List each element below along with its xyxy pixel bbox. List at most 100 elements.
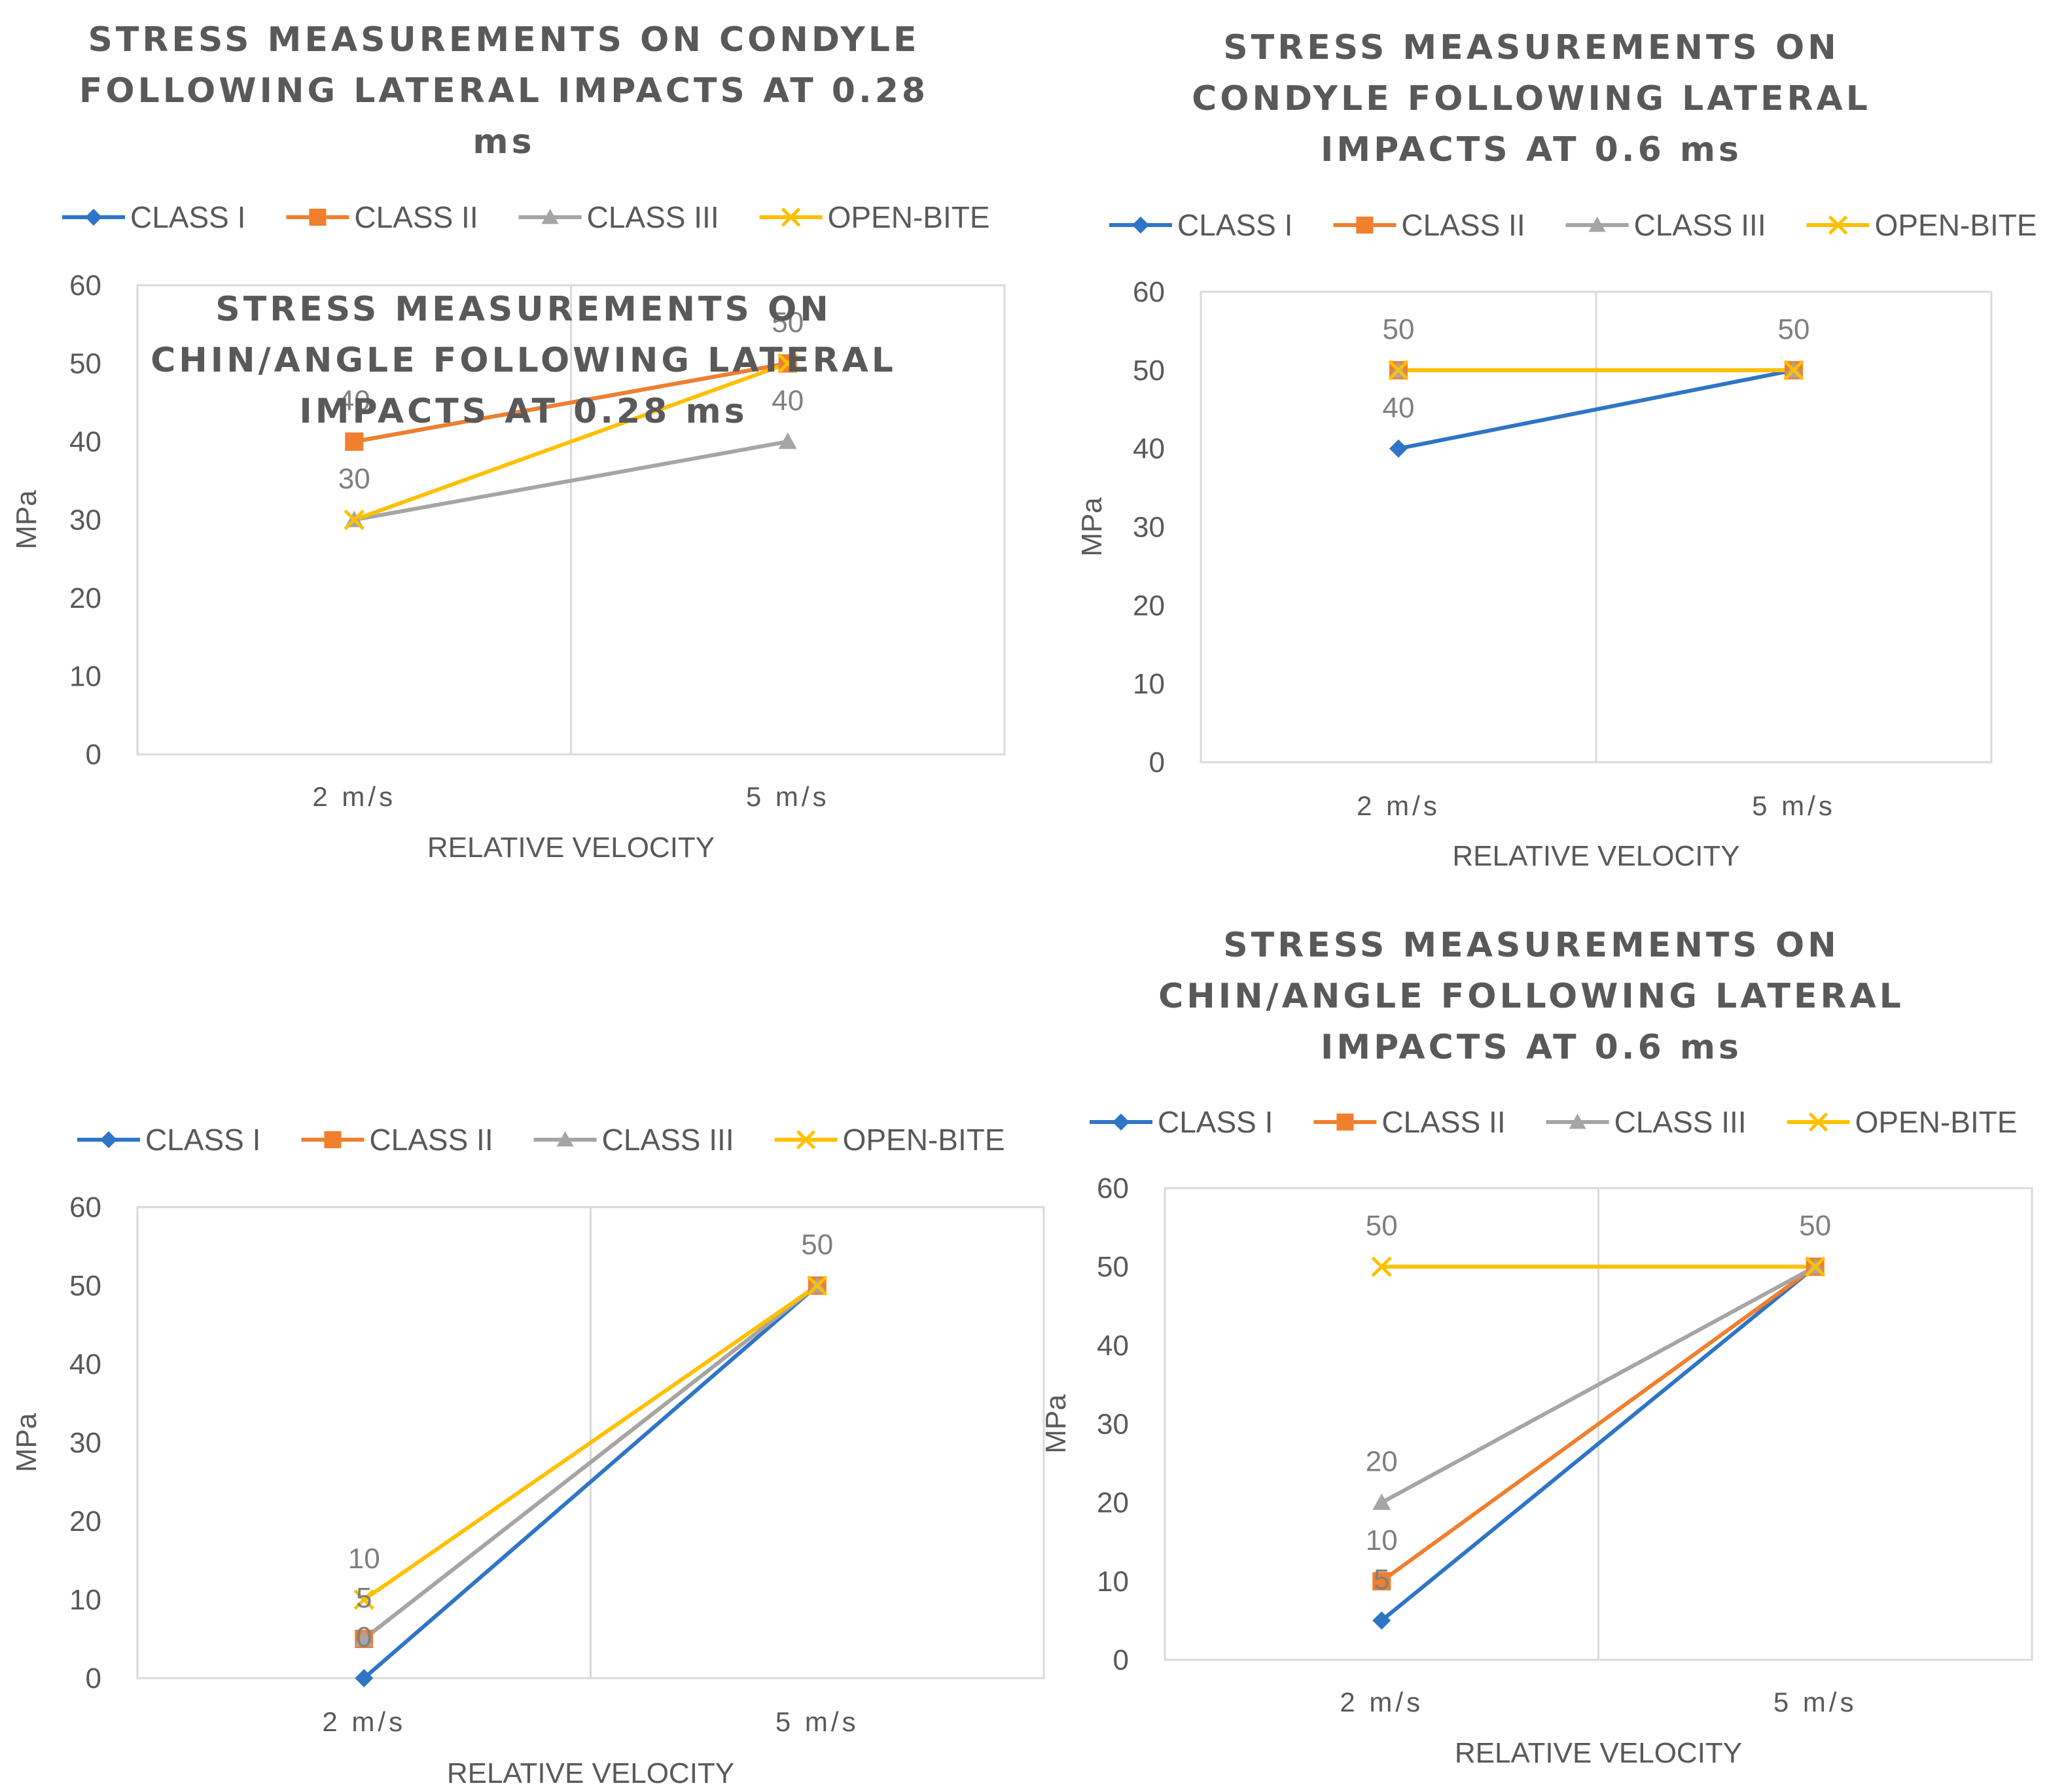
data-label: 10 bbox=[348, 1543, 380, 1575]
series-line-class-iii bbox=[353, 440, 789, 522]
legend-marker-icon bbox=[324, 1131, 342, 1148]
legend-entry: CLASS I bbox=[1109, 208, 1292, 242]
y-tick-label: 30 bbox=[69, 1427, 101, 1459]
data-label: 50 bbox=[1778, 313, 1810, 345]
chart-title-line: ms bbox=[472, 122, 535, 162]
data-point-marker bbox=[806, 1275, 828, 1296]
chart-title-line: STRESS MEASUREMENTS ON bbox=[1223, 926, 1839, 965]
legend-label: OPEN-BITE bbox=[1855, 1105, 2018, 1139]
legend-entry: OPEN-BITE bbox=[1787, 1105, 2018, 1139]
data-point-marker bbox=[355, 1630, 374, 1647]
data-point-marker bbox=[1804, 1256, 1826, 1277]
legend-label: CLASS III bbox=[1634, 208, 1766, 242]
legend-marker-icon bbox=[100, 1131, 117, 1148]
legend-entry: OPEN-BITE bbox=[1806, 208, 2037, 242]
series-line-class-iii bbox=[1380, 1265, 1817, 1505]
x-tick-label: 2 m/s bbox=[322, 1706, 406, 1737]
x-tick-label: 5 m/s bbox=[746, 781, 830, 812]
legend-marker-icon bbox=[541, 209, 559, 224]
legend-label: CLASS II bbox=[1381, 1105, 1505, 1139]
y-tick-label: 0 bbox=[1113, 1644, 1129, 1676]
legend-marker-icon bbox=[781, 207, 801, 227]
data-label: 5 bbox=[356, 1582, 372, 1614]
legend-entry: CLASS III bbox=[1546, 1105, 1747, 1139]
y-tick-label: 0 bbox=[86, 739, 101, 771]
y-tick-label: 50 bbox=[69, 1270, 101, 1302]
chart-title-line: STRESS MEASUREMENTS ON bbox=[1223, 28, 1839, 67]
legend-entry: CLASS II bbox=[1313, 1105, 1506, 1139]
legend-marker-icon bbox=[1336, 1114, 1354, 1131]
y-tick-label: 20 bbox=[1097, 1487, 1129, 1519]
y-tick-label: 60 bbox=[1097, 1172, 1129, 1204]
legend-marker-icon bbox=[1828, 215, 1848, 235]
data-point-marker bbox=[1371, 1256, 1393, 1277]
data-point-marker bbox=[1372, 1572, 1391, 1590]
y-tick-label: 60 bbox=[69, 1191, 101, 1223]
chart-title-line: FOLLOWING LATERAL IMPACTS AT 0.28 bbox=[79, 71, 929, 111]
legend-label: OPEN-BITE bbox=[843, 1123, 1005, 1157]
legend-label: CLASS I bbox=[145, 1123, 260, 1157]
series-line-class-iii bbox=[363, 1284, 819, 1641]
chart-title-line: CHIN/ANGLE FOLLOWING LATERAL bbox=[1158, 977, 1904, 1016]
y-tick-label: 60 bbox=[69, 270, 101, 302]
legend-marker-icon bbox=[1569, 1114, 1586, 1129]
data-label: 50 bbox=[1799, 1210, 1831, 1242]
chart-title-line: CONDYLE FOLLOWING LATERAL bbox=[1192, 79, 1871, 118]
y-tick-label: 20 bbox=[1133, 589, 1165, 622]
legend-entry: CLASS III bbox=[533, 1123, 734, 1157]
legend-label: CLASS II bbox=[1401, 208, 1525, 242]
data-point-marker bbox=[345, 432, 364, 451]
legend-label: CLASS II bbox=[354, 200, 478, 234]
chart-panel-4: STRESS MEASUREMENTS ON CHIN/ANGLE FOLLOWI… bbox=[1040, 926, 2033, 1769]
chart-title-line: IMPACTS AT 0.6 ms bbox=[1321, 130, 1742, 169]
y-tick-label: 30 bbox=[69, 504, 101, 536]
y-tick-label: 0 bbox=[1149, 747, 1165, 779]
x-tick-label: 2 m/s bbox=[1357, 790, 1440, 821]
legend-entry: CLASS II bbox=[301, 1123, 493, 1157]
legend-marker-icon bbox=[1356, 217, 1374, 234]
data-point-marker bbox=[1372, 1611, 1391, 1630]
x-tick-label: 2 m/s bbox=[312, 781, 396, 812]
series-line-open-bite bbox=[363, 1284, 819, 1602]
data-point-marker bbox=[344, 509, 365, 531]
legend-entry: OPEN-BITE bbox=[774, 1123, 1005, 1157]
chart-panel-1: STRESS MEASUREMENTS ON CONDYLE FOLLOWING … bbox=[10, 20, 1006, 864]
series-line-class-i bbox=[1380, 1265, 1817, 1623]
data-point-marker bbox=[777, 353, 798, 374]
legend-label: CLASS II bbox=[369, 1123, 493, 1157]
legend-label: CLASS III bbox=[602, 1123, 734, 1157]
y-tick-label: 30 bbox=[1133, 512, 1165, 544]
chart-panel-3: STRESS MEASUREMENTS ON CHIN/ANGLE FOLLOWI… bbox=[10, 290, 1045, 1789]
y-tick-label: 50 bbox=[1133, 355, 1165, 387]
y-axis-title: MPa bbox=[10, 490, 43, 550]
legend-label: CLASS I bbox=[1177, 208, 1292, 242]
series-line-open-bite bbox=[353, 361, 789, 522]
data-label: 40 bbox=[338, 385, 370, 417]
legend-entry: CLASS II bbox=[286, 200, 478, 234]
x-axis-title: RELATIVE VELOCITY bbox=[1452, 840, 1739, 872]
legend-entry: CLASS I bbox=[77, 1123, 260, 1157]
y-tick-label: 10 bbox=[1133, 668, 1165, 700]
y-tick-label: 30 bbox=[1097, 1409, 1129, 1441]
data-point-marker bbox=[355, 1669, 374, 1687]
x-axis-title: RELATIVE VELOCITY bbox=[1455, 1737, 1742, 1769]
x-tick-label: 2 m/s bbox=[1340, 1687, 1423, 1717]
legend-marker-icon bbox=[1132, 217, 1149, 234]
legend-label: OPEN-BITE bbox=[1875, 208, 2037, 242]
data-label: 30 bbox=[338, 463, 370, 495]
x-tick-label: 5 m/s bbox=[775, 1706, 859, 1737]
series-line-class-ii bbox=[1380, 1265, 1817, 1583]
data-label: 50 bbox=[772, 307, 804, 339]
legend-entry: CLASS I bbox=[1090, 1105, 1273, 1139]
y-tick-label: 10 bbox=[69, 661, 101, 693]
data-point-marker bbox=[1388, 360, 1409, 381]
legend-entry: CLASS II bbox=[1333, 208, 1525, 242]
y-axis-title: MPa bbox=[1076, 497, 1108, 557]
data-label: 5 bbox=[1374, 1564, 1389, 1596]
y-tick-label: 50 bbox=[69, 348, 101, 380]
legend-entry: CLASS I bbox=[62, 200, 245, 234]
data-point-marker bbox=[1372, 1493, 1391, 1510]
legend-label: CLASS III bbox=[1614, 1105, 1747, 1139]
x-tick-label: 5 m/s bbox=[1752, 790, 1836, 821]
data-label: 50 bbox=[1366, 1210, 1398, 1242]
